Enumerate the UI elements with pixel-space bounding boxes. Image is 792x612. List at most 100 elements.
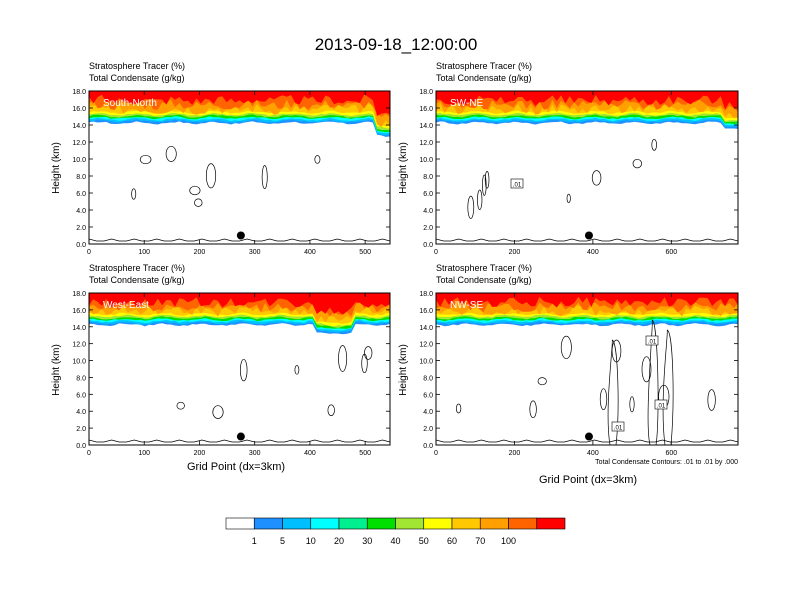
tracer-band [89,293,390,315]
y-tick-label: 8.0 [423,375,433,382]
colorbar-swatch [338,517,368,530]
y-tick-label: 0.0 [423,242,433,249]
colorbar-swatch [423,517,453,530]
contour-line [607,339,619,445]
y-tick-label: 6.0 [76,191,86,198]
y-tick-label: 2.0 [76,426,86,433]
y-tick-label: 0.0 [76,443,86,450]
contour-line [212,405,224,419]
y-tick-label: 16.0 [419,106,433,113]
x-tick-label: 200 [509,249,521,256]
contour-line [294,365,300,375]
contour-line [477,189,483,210]
panel-header-line2: Total Condensate (g/kg) [89,73,185,83]
contour-label: .01 [657,404,666,410]
x-tick-label: 0 [87,450,91,457]
ground-contour [89,238,390,242]
panel-nw-se: .01 .01 .01 NW-SE 0.0 2.0 4.0 6.0 8.0 10.0 12.0 14.… [419,291,739,457]
x-tick-label: 0 [87,249,91,256]
contour-line [566,193,571,204]
panel-header-line1: Stratosphere Tracer (%) [89,263,185,273]
ground-contour [436,238,738,242]
y-tick-label: 4.0 [423,208,433,215]
contour-note: Total Condensate Contours: .01 to .01 by… [595,459,738,466]
contour-line [364,346,373,360]
x-axis-label: Grid Point (dx=3km) [539,474,637,486]
colorbar-label: 50 [419,536,429,546]
x-tick-label: 600 [665,450,677,457]
ground-contour [89,439,390,443]
y-tick-label: 14.0 [72,325,86,332]
colorbar-label: 30 [362,536,372,546]
colorbar-label: 1 [252,536,257,546]
y-tick-label: 18.0 [419,89,433,96]
figure-title: 2013-09-18_12:00:00 [315,35,478,54]
panel-name-label: NW-SE [450,300,483,311]
y-tick-label: 0.0 [423,443,433,450]
ground-contour [436,439,738,443]
y-tick-label: 6.0 [423,392,433,399]
contour-line [327,404,335,416]
colorbar-label: 40 [390,536,400,546]
y-tick-label: 6.0 [423,191,433,198]
x-tick-label: 300 [249,450,261,457]
panel-west-east: West-East 0.0 2.0 4.0 6.0 8.0 10.0 12.0 14.0 16.0… [72,291,391,457]
x-tick-label: 500 [359,249,371,256]
colorbar-swatch [366,517,396,530]
y-tick-label: 4.0 [76,409,86,416]
y-axis-label: Height (km) [398,344,409,396]
contour-line [165,145,177,162]
contour-line [629,396,635,413]
contour-line [591,170,602,186]
contour-line [484,171,490,189]
panel-name-label: South-North [103,98,157,109]
y-tick-label: 14.0 [72,123,86,130]
x-tick-label: 400 [304,450,316,457]
plot-frame [88,292,391,446]
contour-label-box [510,178,524,189]
x-tick-label: 300 [249,249,261,256]
contour-line [139,154,152,165]
colorbar-label: 10 [306,536,316,546]
condensate-contours [436,319,738,445]
panel-header-line2: Total Condensate (g/kg) [89,275,185,285]
y-axis-label: Height (km) [51,142,62,194]
x-tick-label: 200 [194,249,206,256]
x-tick-label: 400 [304,249,316,256]
plot-frame [435,292,739,446]
y-tick-label: 18.0 [72,291,86,298]
contour-label: .01 [614,426,623,432]
y-tick-label: 10.0 [72,359,86,366]
panel-name-label: SW-NE [450,98,483,109]
contour-line [529,400,537,419]
contour-line [205,163,217,189]
y-tick-label: 18.0 [72,89,86,96]
contour-line [338,345,348,372]
contour-label: .01 [648,340,657,346]
panel-header-line1: Stratosphere Tracer (%) [436,61,532,71]
colorbar-label: 70 [475,536,485,546]
colorbar-swatch [479,517,509,530]
y-tick-label: 16.0 [419,308,433,315]
y-tick-label: 10.0 [419,157,433,164]
contour-line [651,138,657,151]
y-axis-label: Height (km) [51,344,62,396]
y-tick-label: 10.0 [72,157,86,164]
colorbar-swatch [395,517,425,530]
y-tick-label: 12.0 [419,342,433,349]
y-tick-label: 14.0 [419,325,433,332]
colorbar-label: 60 [447,536,457,546]
panel-header-line1: Stratosphere Tracer (%) [436,263,532,273]
contour-line [641,356,652,383]
colorbar: 1 5 10 20 30 40 50 60 70 100 [225,517,566,546]
contour-line [662,329,674,445]
x-tick-label: 100 [138,450,150,457]
y-tick-label: 4.0 [423,409,433,416]
y-tick-label: 12.0 [72,140,86,147]
y-tick-label: 8.0 [76,174,86,181]
panel-header-line2: Total Condensate (g/kg) [436,275,532,285]
x-tick-label: 400 [587,249,599,256]
contour-line [537,377,547,386]
colorbar-swatch [253,517,283,530]
y-tick-label: 2.0 [423,426,433,433]
